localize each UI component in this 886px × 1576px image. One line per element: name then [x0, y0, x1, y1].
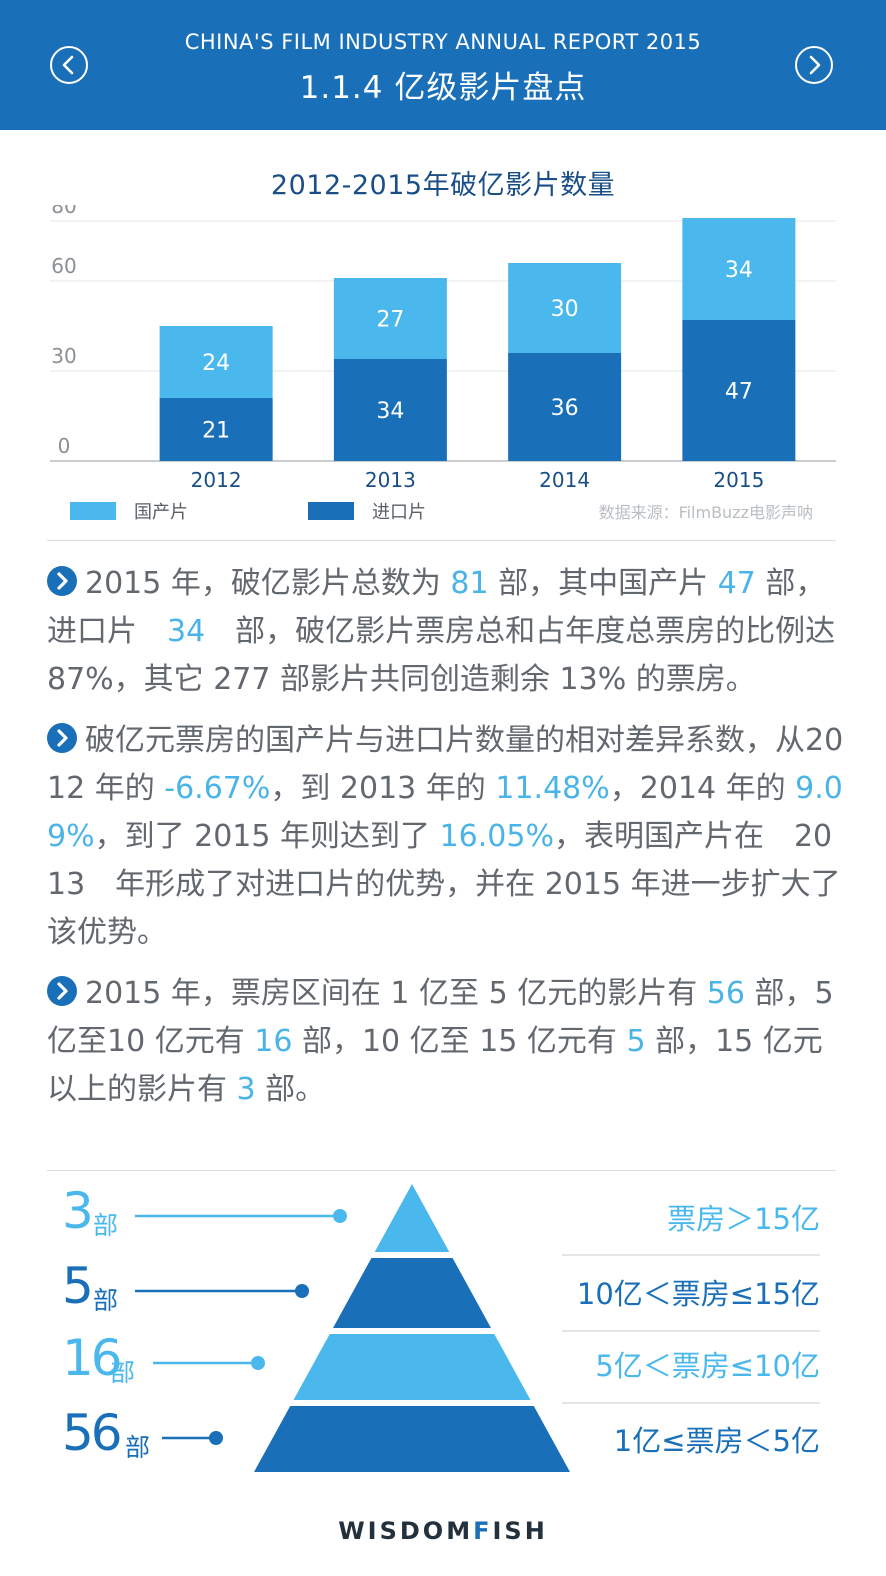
summary-paragraph: 破亿元票房的国产片与进口片数量的相对差异系数，从2012 年的 -6.67%，到… [47, 717, 847, 957]
bar-value-label: 27 [376, 308, 404, 333]
summary-text: 2015 年，破亿影片总数为 81 部，其中国产片 47 部，进口片 34 部，… [47, 560, 847, 1127]
divider [47, 1170, 836, 1171]
connector-dot [295, 1284, 309, 1298]
tier-range: 5亿＜票房≤10亿 [595, 1349, 820, 1383]
legend-label: 进口片 [372, 502, 426, 523]
pyramid-tier [254, 1406, 570, 1472]
tier-unit: 部 [93, 1211, 119, 1240]
paragraph-text: 破亿元票房的国产片与进口片数量的相对差异系数，从2012 年的 [47, 723, 844, 806]
bar-segment [333, 278, 447, 359]
paragraph-text: ，2014 年的 [609, 771, 796, 806]
y-tick-label: 0 [58, 434, 71, 458]
next-button[interactable] [795, 46, 833, 84]
connector-dot [251, 1356, 265, 1370]
pyramid-tier [333, 1258, 491, 1328]
chevron-bullet-icon [47, 566, 77, 596]
paragraph-text: 部，破亿影片票房总和占年度总票房的比例达 87%，其它 277 部影片共同创造剩… [47, 614, 836, 697]
tier-count: 56 [62, 1404, 123, 1462]
bar-segment [682, 218, 796, 320]
x-tick-label: 2013 [365, 468, 416, 492]
paragraph-text: 部，15 亿元以上的影片有 [47, 1024, 823, 1107]
x-tick-label: 2014 [539, 468, 590, 492]
highlight-number: 34 [167, 614, 206, 649]
highlight-number: 3 [236, 1072, 256, 1107]
summary-paragraph: 2015 年，票房区间在 1 亿至 5 亿元的影片有 56 部，5 亿至10 亿… [47, 970, 847, 1114]
paragraph-text: ，到了 2015 年则达到了 [94, 819, 440, 854]
paragraph-text: 部，10 亿至 15 亿元有 [292, 1024, 627, 1059]
paragraph-text: 部。 [255, 1072, 326, 1107]
paragraph-text: 部，5 亿至10 亿元有 [47, 976, 834, 1059]
bar-segment [159, 326, 273, 398]
highlight-number: 16.05% [439, 819, 554, 854]
connector-dot [209, 1431, 223, 1445]
legend-label: 国产片 [134, 502, 188, 523]
tier-count: 5 [62, 1257, 94, 1315]
bar-segment [159, 398, 273, 461]
bar-value-label: 34 [376, 399, 404, 424]
x-tick-label: 2012 [191, 468, 242, 492]
page-title: 1.1.4 亿级影片盘点 [299, 70, 587, 106]
tier-unit: 部 [110, 1358, 136, 1387]
bar-value-label: 30 [551, 297, 579, 322]
stacked-bar-chart: 0 30 60 80 21 24 2012 34 27 2013 36 30 2014 47 34 2015 国… [50, 205, 836, 523]
header-banner: CHINA'S FILM INDUSTRY ANNUAL REPORT 2015… [0, 0, 886, 130]
bar-segment [333, 359, 447, 461]
bar-value-label: 36 [551, 396, 579, 421]
highlight-number: 16 [254, 1024, 293, 1059]
tier-unit: 部 [125, 1433, 151, 1462]
report-subtitle: CHINA'S FILM INDUSTRY ANNUAL REPORT 2015 [184, 30, 702, 54]
prev-button[interactable] [50, 46, 88, 84]
highlight-number: -6.67% [164, 771, 271, 806]
pyramid-tier [293, 1334, 531, 1400]
paragraph-text: ，到 2013 年的 [270, 771, 496, 806]
pyramid-tier [374, 1184, 450, 1252]
legend-swatch [70, 502, 116, 520]
highlight-number: 47 [717, 566, 756, 601]
connector-dot [333, 1209, 347, 1223]
tier-range: 10亿＜票房≤15亿 [576, 1277, 820, 1311]
highlight-number: 9.09% [47, 771, 843, 854]
paragraph-text: 2015 年，票房区间在 1 亿至 5 亿元的影片有 [85, 976, 707, 1011]
highlight-number: 56 [706, 976, 745, 1011]
paragraph-text: 部，其中国产片 [488, 566, 718, 601]
tier-count: 16 [62, 1329, 123, 1387]
y-tick-label: 30 [51, 344, 76, 368]
summary-paragraph: 2015 年，破亿影片总数为 81 部，其中国产片 47 部，进口片 34 部，… [47, 560, 847, 704]
chevron-bullet-icon [47, 976, 77, 1006]
wisdomfish-logo: WISDOMFISH [338, 1517, 548, 1545]
divider [47, 540, 836, 541]
bar-value-label: 34 [725, 258, 753, 283]
y-tick-label: 60 [51, 254, 76, 278]
bar-segment [508, 353, 622, 461]
chevron-right-icon [809, 55, 821, 75]
bar-value-label: 47 [725, 380, 753, 405]
paragraph-text: 2015 年，破亿影片总数为 [85, 566, 451, 601]
tier-range: 票房＞15亿 [667, 1202, 820, 1236]
bar-segment [508, 263, 622, 353]
pyramid-graphic [135, 1184, 820, 1472]
bar-segment [682, 320, 796, 461]
chart-title: 2012-2015年破亿影片数量 [270, 170, 616, 201]
data-source: 数据来源：FilmBuzz电影声呐 [599, 503, 813, 522]
highlight-number: 11.48% [495, 771, 610, 806]
highlight-number: 5 [626, 1024, 646, 1059]
tier-unit: 部 [93, 1286, 119, 1315]
legend-swatch [308, 502, 354, 520]
bar-value-label: 24 [202, 351, 230, 376]
chevron-bullet-icon [47, 723, 77, 753]
bar-value-label: 21 [202, 419, 230, 444]
y-tick-label: 80 [51, 205, 76, 218]
x-tick-label: 2015 [713, 468, 764, 492]
chevron-left-icon [62, 55, 74, 75]
paragraph-text: ，表明国产片在 2013 年形成了对进口片的优势，并在 2015 年进一步扩大了… [47, 819, 841, 950]
tier-count: 3 [62, 1182, 94, 1240]
tier-range: 1亿≤票房＜5亿 [613, 1424, 820, 1458]
highlight-number: 81 [450, 566, 489, 601]
paragraph-text: 部，进口片 [47, 566, 826, 649]
